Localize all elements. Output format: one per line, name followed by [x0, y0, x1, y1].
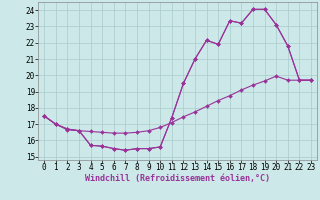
X-axis label: Windchill (Refroidissement éolien,°C): Windchill (Refroidissement éolien,°C) — [85, 174, 270, 183]
